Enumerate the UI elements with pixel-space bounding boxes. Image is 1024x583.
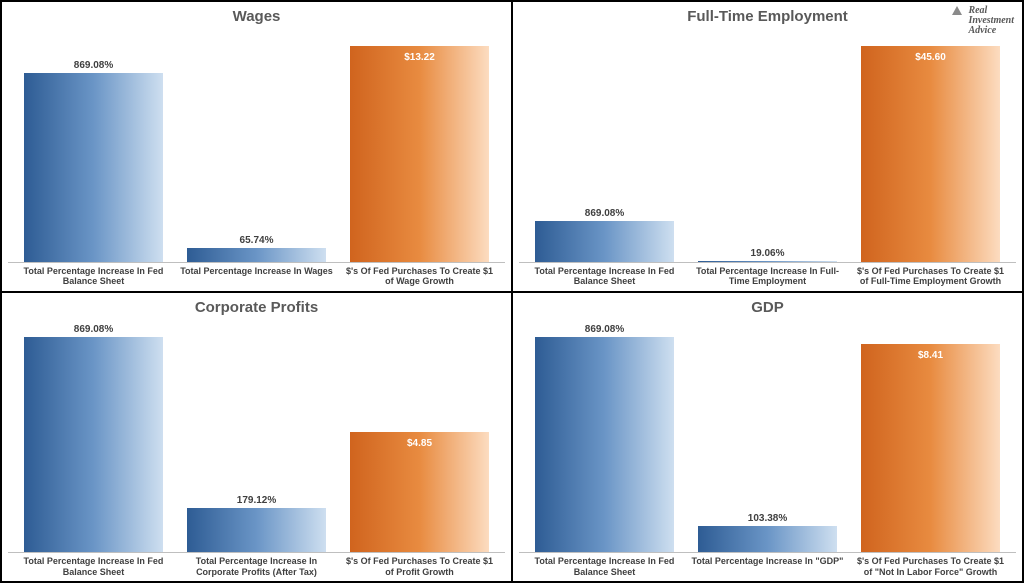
- x-label: Total Percentage Increase In Fed Balance…: [12, 266, 175, 287]
- bar-slot: 65.74%: [175, 29, 338, 262]
- bar-value-label: 869.08%: [585, 208, 624, 219]
- x-label: $'s Of Fed Purchases To Create $1 of Wag…: [338, 266, 501, 287]
- bar: [24, 73, 163, 262]
- x-label: $'s Of Fed Purchases To Create $1 of Ful…: [849, 266, 1012, 287]
- panel-title: Full-Time Employment: [519, 6, 1016, 29]
- bar: $4.85: [350, 432, 489, 552]
- x-axis-labels: Total Percentage Increase In Fed Balance…: [519, 553, 1016, 577]
- bar: [698, 526, 837, 552]
- x-label: Total Percentage Increase In Fed Balance…: [523, 556, 686, 577]
- chart-grid: Wages 869.08% 65.74% $13.22 Total Percen…: [0, 0, 1024, 583]
- logo-mark-icon: [950, 6, 964, 20]
- chart-area: 869.08% 103.38% $8.41: [519, 320, 1016, 554]
- bar-slot: 869.08%: [523, 320, 686, 553]
- x-label: $'s Of Fed Purchases To Create $1 of Pro…: [338, 556, 501, 577]
- x-axis-labels: Total Percentage Increase In Fed Balance…: [8, 263, 505, 287]
- panel-wages: Wages 869.08% 65.74% $13.22 Total Percen…: [1, 1, 512, 292]
- bar-slot: 869.08%: [12, 320, 175, 553]
- x-label: Total Percentage Increase In "GDP": [686, 556, 849, 577]
- x-axis-labels: Total Percentage Increase In Fed Balance…: [8, 553, 505, 577]
- bar-slot: 103.38%: [686, 320, 849, 553]
- bar: [698, 261, 837, 262]
- bar-slot: $45.60: [849, 29, 1012, 262]
- bar-value-label: 869.08%: [74, 60, 113, 71]
- bar: $13.22: [350, 46, 489, 262]
- bar: $8.41: [861, 344, 1000, 552]
- bar-value-label: $4.85: [407, 438, 432, 449]
- bar-value-label: 65.74%: [240, 235, 274, 246]
- bar-value-label: $45.60: [915, 52, 946, 63]
- x-label: Total Percentage Increase In Wages: [175, 266, 338, 287]
- bar-slot: $4.85: [338, 320, 501, 553]
- bar-value-label: 103.38%: [748, 513, 787, 524]
- panel-corporate-profits: Corporate Profits 869.08% 179.12% $4.85 …: [1, 292, 512, 583]
- bar: [187, 508, 326, 552]
- bar-slot: 869.08%: [12, 29, 175, 262]
- bar-value-label: 19.06%: [751, 248, 785, 259]
- chart-area: 869.08% 65.74% $13.22: [8, 29, 505, 263]
- bar-value-label: 179.12%: [237, 495, 276, 506]
- panel-title: Wages: [8, 6, 505, 29]
- x-label: Total Percentage Increase In Full-Time E…: [686, 266, 849, 287]
- chart-area: 869.08% 179.12% $4.85: [8, 320, 505, 554]
- panel-fulltime-employment: Real Investment Advice Full-Time Employm…: [512, 1, 1023, 292]
- panel-title: Corporate Profits: [8, 297, 505, 320]
- bar: [535, 221, 674, 262]
- x-label: Total Percentage Increase In Fed Balance…: [12, 556, 175, 577]
- bar-value-label: $8.41: [918, 350, 943, 361]
- bar-slot: $13.22: [338, 29, 501, 262]
- panel-title: GDP: [519, 297, 1016, 320]
- x-label: Total Percentage Increase In Corporate P…: [175, 556, 338, 577]
- bar-slot: 19.06%: [686, 29, 849, 262]
- x-axis-labels: Total Percentage Increase In Fed Balance…: [519, 263, 1016, 287]
- x-label: Total Percentage Increase In Fed Balance…: [523, 266, 686, 287]
- bar: [24, 337, 163, 552]
- bar-slot: $8.41: [849, 320, 1012, 553]
- bar-value-label: 869.08%: [74, 324, 113, 335]
- bar-value-label: 869.08%: [585, 324, 624, 335]
- bar-slot: 869.08%: [523, 29, 686, 262]
- bar: [187, 248, 326, 262]
- bar: [535, 337, 674, 552]
- bar-value-label: $13.22: [404, 52, 435, 63]
- x-label: $'s Of Fed Purchases To Create $1 of "No…: [849, 556, 1012, 577]
- panel-gdp: GDP 869.08% 103.38% $8.41 Total Percenta…: [512, 292, 1023, 583]
- bar: $45.60: [861, 46, 1000, 262]
- bar-slot: 179.12%: [175, 320, 338, 553]
- chart-area: 869.08% 19.06% $45.60: [519, 29, 1016, 263]
